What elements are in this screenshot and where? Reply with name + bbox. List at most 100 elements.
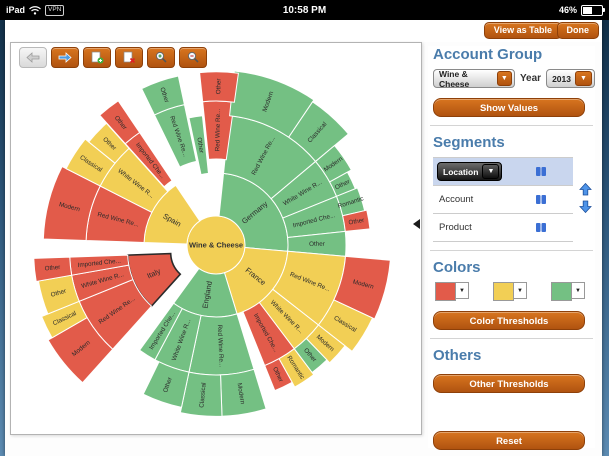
sunburst-arc-classical[interactable] — [65, 138, 116, 187]
move-down-icon[interactable] — [579, 200, 592, 213]
year-label: Year — [519, 73, 542, 84]
arc-label: Other — [50, 288, 67, 299]
sunburst-arc-modern[interactable] — [229, 70, 315, 138]
arc-label: Other — [162, 376, 174, 393]
forward-arrow-icon — [58, 52, 72, 63]
segments-list: Location ▼ Account Product — [433, 157, 573, 242]
sunburst-arc-imported-che[interactable] — [138, 302, 183, 361]
sunburst-arc-classical[interactable] — [317, 299, 374, 353]
sunburst-arc-modern[interactable] — [333, 255, 391, 320]
chevron-down-icon: ▼ — [575, 71, 592, 86]
battery-icon — [581, 4, 605, 16]
segment-label: Account — [439, 194, 474, 205]
arc-label: Other — [195, 137, 204, 154]
sunburst-arc-other[interactable] — [188, 115, 210, 176]
status-bar: iPad VPN 10:58 PM 46% — [0, 0, 609, 20]
panel-collapse-handle[interactable] — [413, 219, 420, 229]
reset-button[interactable]: Reset — [433, 431, 585, 450]
sunburst-arc-romantic[interactable] — [278, 348, 315, 388]
vpn-badge: VPN — [45, 4, 65, 16]
sunburst-arc-classical[interactable] — [40, 300, 88, 339]
color-swatches: ▼ ▼ ▼ — [435, 282, 595, 301]
sunburst-arc-other[interactable] — [140, 75, 186, 116]
battery-percent: 46% — [558, 5, 577, 15]
arc-label: Other — [348, 217, 365, 227]
account-group-title: Account Group — [433, 46, 543, 63]
segment-info-icon[interactable] — [535, 194, 547, 205]
clock: 10:58 PM — [282, 4, 327, 16]
arc-label: Imported Che... — [77, 258, 121, 270]
sunburst-arc-classical[interactable] — [288, 101, 350, 163]
chart-panel: Wine & Cheese Germany France England Italy Sp… — [10, 42, 422, 435]
arc-label: Classical — [198, 382, 207, 408]
account-group-value: Wine & Cheese — [439, 68, 470, 89]
segment-info-icon[interactable] — [535, 222, 547, 233]
sunburst-arc-other[interactable] — [33, 256, 73, 283]
segments-title: Segments — [433, 134, 505, 151]
sunburst-arc-other[interactable] — [142, 361, 190, 408]
chevron-down-icon: ▼ — [572, 282, 585, 299]
sunburst-chart: Wine & CheeseGermanyFranceEnglandItalySp… — [33, 70, 391, 417]
segment-row-location[interactable]: Location ▼ — [433, 158, 573, 186]
chevron-down-icon: ▼ — [482, 164, 500, 179]
sunburst-arc-other[interactable] — [199, 71, 239, 103]
arc-label: Modern — [235, 383, 246, 406]
segment-label: Location — [443, 166, 479, 177]
done-button[interactable]: Done — [556, 22, 599, 39]
sunburst-arc-other[interactable] — [99, 100, 141, 145]
colors-title: Colors — [433, 259, 481, 276]
year-select[interactable]: 2013 ▼ — [546, 69, 595, 88]
zoom-in-button[interactable] — [147, 47, 175, 68]
hub-label: Wine & Cheese — [189, 241, 243, 250]
color-swatch-select-0[interactable]: ▼ — [435, 282, 469, 301]
settings-sidebar: Account Group Wine & Cheese ▼ Year 2013 … — [428, 46, 595, 450]
view-as-table-button[interactable]: View as Table — [483, 22, 562, 39]
segment-info-icon[interactable] — [535, 166, 547, 177]
sunburst-arc-classical[interactable] — [179, 371, 223, 417]
arc-label: Red Wine Re... — [214, 108, 222, 151]
color-swatch — [435, 282, 456, 301]
move-up-icon[interactable] — [579, 183, 592, 196]
other-thresholds-button[interactable]: Other Thresholds — [433, 374, 585, 393]
sunburst-arc-modern[interactable] — [305, 324, 346, 364]
color-swatch — [493, 282, 514, 301]
sunburst-arc-modern[interactable] — [314, 144, 353, 183]
sunburst-arc-modern[interactable] — [42, 165, 101, 241]
arc-label: Other — [158, 86, 170, 103]
color-swatch-select-2[interactable]: ▼ — [551, 282, 585, 301]
sunburst-arc-other[interactable] — [264, 358, 293, 392]
navigation-bar: View as Table Done — [5, 20, 602, 42]
history-forward-button[interactable] — [51, 47, 79, 68]
back-arrow-icon — [26, 52, 40, 63]
magnifier-plus-icon — [155, 51, 167, 63]
arc-label: Other — [309, 241, 325, 248]
color-swatch — [551, 282, 572, 301]
color-thresholds-button[interactable]: Color Thresholds — [433, 311, 585, 330]
segment-level-select[interactable]: Location ▼ — [437, 162, 503, 181]
app-window: View as Table Done — [5, 20, 602, 456]
arc-label: Other — [215, 78, 222, 94]
chevron-down-icon: ▼ — [514, 282, 527, 299]
carrier-label: iPad — [6, 5, 26, 15]
magnifier-minus-icon — [187, 51, 199, 63]
arc-label: Other — [44, 264, 60, 273]
chevron-down-icon: ▼ — [496, 71, 512, 86]
page-plus-icon — [91, 51, 104, 64]
account-group-select[interactable]: Wine & Cheese ▼ — [433, 68, 515, 89]
zoom-out-button[interactable] — [179, 47, 207, 68]
wifi-icon — [29, 5, 41, 15]
sunburst-arc-other[interactable] — [342, 209, 371, 232]
page-delete-icon — [123, 51, 136, 64]
year-value: 2013 — [552, 73, 571, 84]
segment-row-product[interactable]: Product — [433, 214, 573, 242]
color-swatch-select-1[interactable]: ▼ — [493, 282, 527, 301]
chart-toolbar — [19, 47, 207, 68]
sunburst-arc-modern[interactable] — [47, 316, 114, 384]
arc-label: Red Wine Re... — [216, 324, 225, 367]
export-add-button[interactable] — [83, 47, 111, 68]
show-values-button[interactable]: Show Values — [433, 98, 585, 117]
segment-row-account[interactable]: Account — [433, 186, 573, 214]
history-back-button[interactable] — [19, 47, 47, 68]
export-remove-button[interactable] — [115, 47, 143, 68]
